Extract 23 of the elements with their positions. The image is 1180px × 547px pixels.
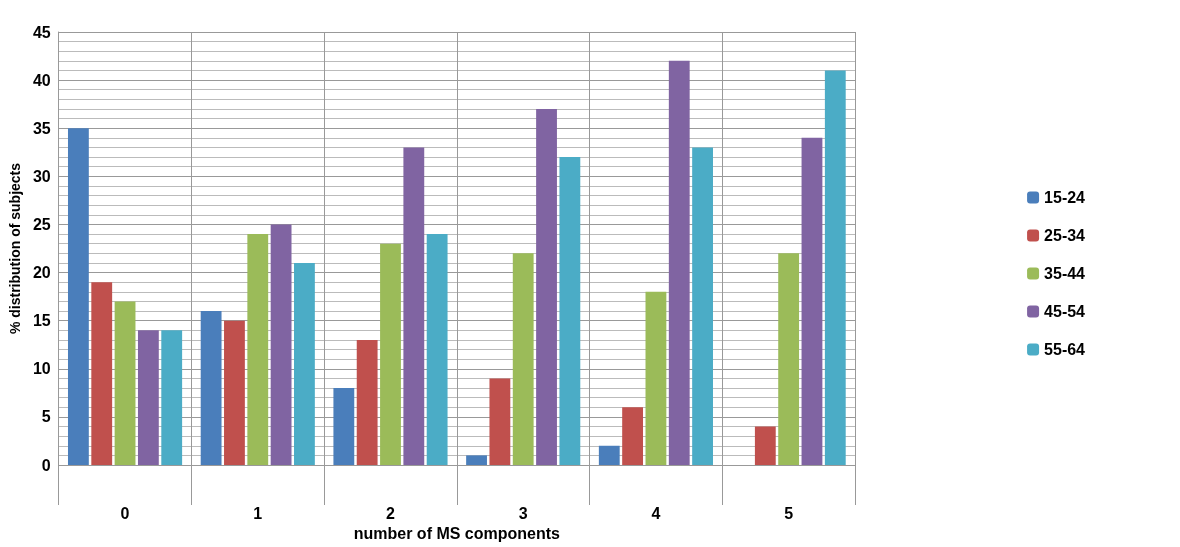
y-tick-label: 0	[41, 456, 51, 474]
x-axis-title: number of MS components	[353, 525, 561, 543]
legend-label: 55-64	[1044, 341, 1086, 358]
x-tick-label: 1	[253, 504, 263, 522]
legend-label: 35-44	[1044, 265, 1086, 282]
y-tick-label: 20	[32, 264, 51, 282]
x-tick-label: 4	[651, 504, 661, 522]
y-tick-label: 5	[41, 408, 51, 426]
y-tick-label: 25	[32, 215, 51, 233]
y-axis-title: % distribution of subjects	[7, 162, 23, 335]
x-tick-label: 3	[518, 504, 528, 522]
y-tick-label: 10	[32, 360, 51, 378]
y-tick-label: 30	[32, 167, 51, 185]
y-tick-label: 15	[32, 312, 51, 330]
y-tick-label: 45	[32, 23, 51, 41]
x-tick-label: 2	[386, 504, 396, 522]
legend-label: 45-54	[1044, 303, 1086, 320]
y-tick-label: 40	[32, 71, 51, 89]
x-tick-label: 5	[784, 504, 794, 522]
y-tick-label: 35	[32, 119, 51, 137]
legend-label: 25-34	[1044, 227, 1086, 244]
x-tick-label: 0	[120, 504, 130, 522]
legend-label: 15-24	[1044, 189, 1086, 206]
